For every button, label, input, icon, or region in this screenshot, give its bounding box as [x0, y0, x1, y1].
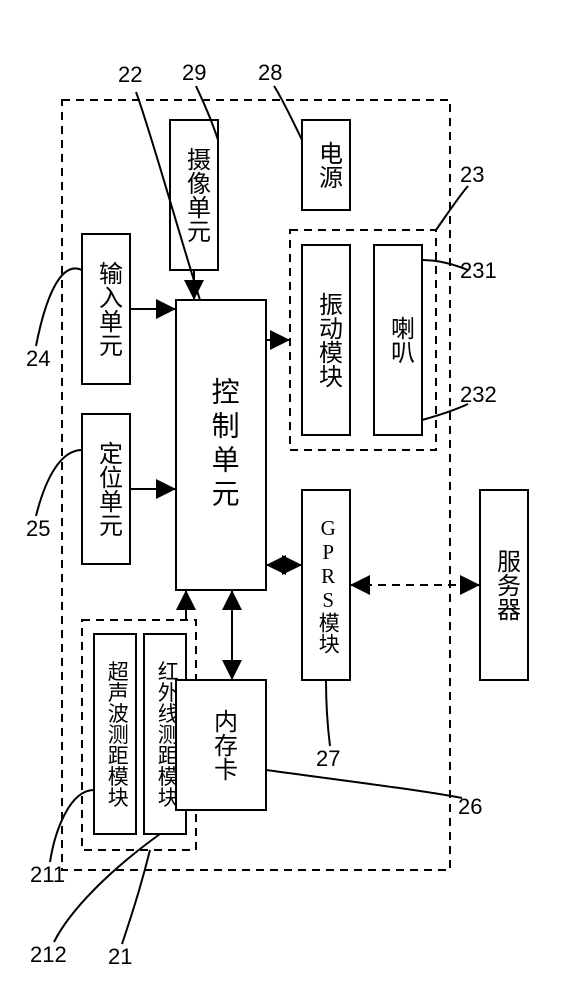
- leader-25: [36, 450, 82, 516]
- callout-24: 24: [26, 346, 50, 371]
- label-gprs: GPRS模块: [316, 516, 340, 654]
- label-position-unit: 定位单元: [94, 441, 122, 537]
- label-input-unit: 输入单元: [94, 261, 122, 357]
- block-power: 电源: [302, 120, 350, 210]
- block-position-unit: 定位单元: [82, 414, 130, 564]
- block-memory: 内存卡: [176, 680, 266, 810]
- callout-25: 25: [26, 516, 50, 541]
- block-ultrasonic: 超声波测距模块: [94, 634, 136, 834]
- callout-211: 211: [30, 862, 65, 887]
- callout-232: 232: [460, 382, 497, 407]
- leader-27: [326, 680, 330, 746]
- block-input-unit: 输入单元: [82, 234, 130, 384]
- leader-23: [436, 186, 468, 230]
- label-server: 服务器: [492, 549, 520, 621]
- block-camera: 摄像单元: [170, 120, 218, 270]
- leader-21: [122, 850, 150, 944]
- block-vibration: 振动模块: [302, 245, 350, 435]
- label-control: 控制单元: [208, 377, 240, 513]
- leader-26: [266, 770, 462, 798]
- label-memory: 内存卡: [209, 709, 237, 781]
- block-server: 服务器: [480, 490, 528, 680]
- callout-27: 27: [316, 746, 340, 771]
- block-control: 控制单元: [176, 300, 266, 590]
- callout-212: 212: [30, 942, 67, 967]
- callout-22: 22: [118, 62, 142, 87]
- leader-211: [50, 790, 94, 862]
- block-speaker: 喇叭: [374, 245, 422, 435]
- label-camera: 摄像单元: [182, 147, 210, 243]
- label-speaker: 喇叭: [386, 316, 413, 364]
- callout-23: 23: [460, 162, 484, 187]
- callout-28: 28: [258, 60, 282, 85]
- label-ultrasonic: 超声波测距模块: [105, 661, 129, 808]
- block-gprs: GPRS模块: [302, 490, 350, 680]
- callout-21: 21: [108, 944, 132, 969]
- callout-29: 29: [182, 60, 206, 85]
- leader-24: [36, 268, 82, 346]
- callout-231: 231: [460, 258, 497, 283]
- callout-26: 26: [458, 794, 482, 819]
- label-power: 电源: [314, 141, 342, 189]
- leader-28: [274, 86, 302, 140]
- label-vibration: 振动模块: [314, 292, 342, 388]
